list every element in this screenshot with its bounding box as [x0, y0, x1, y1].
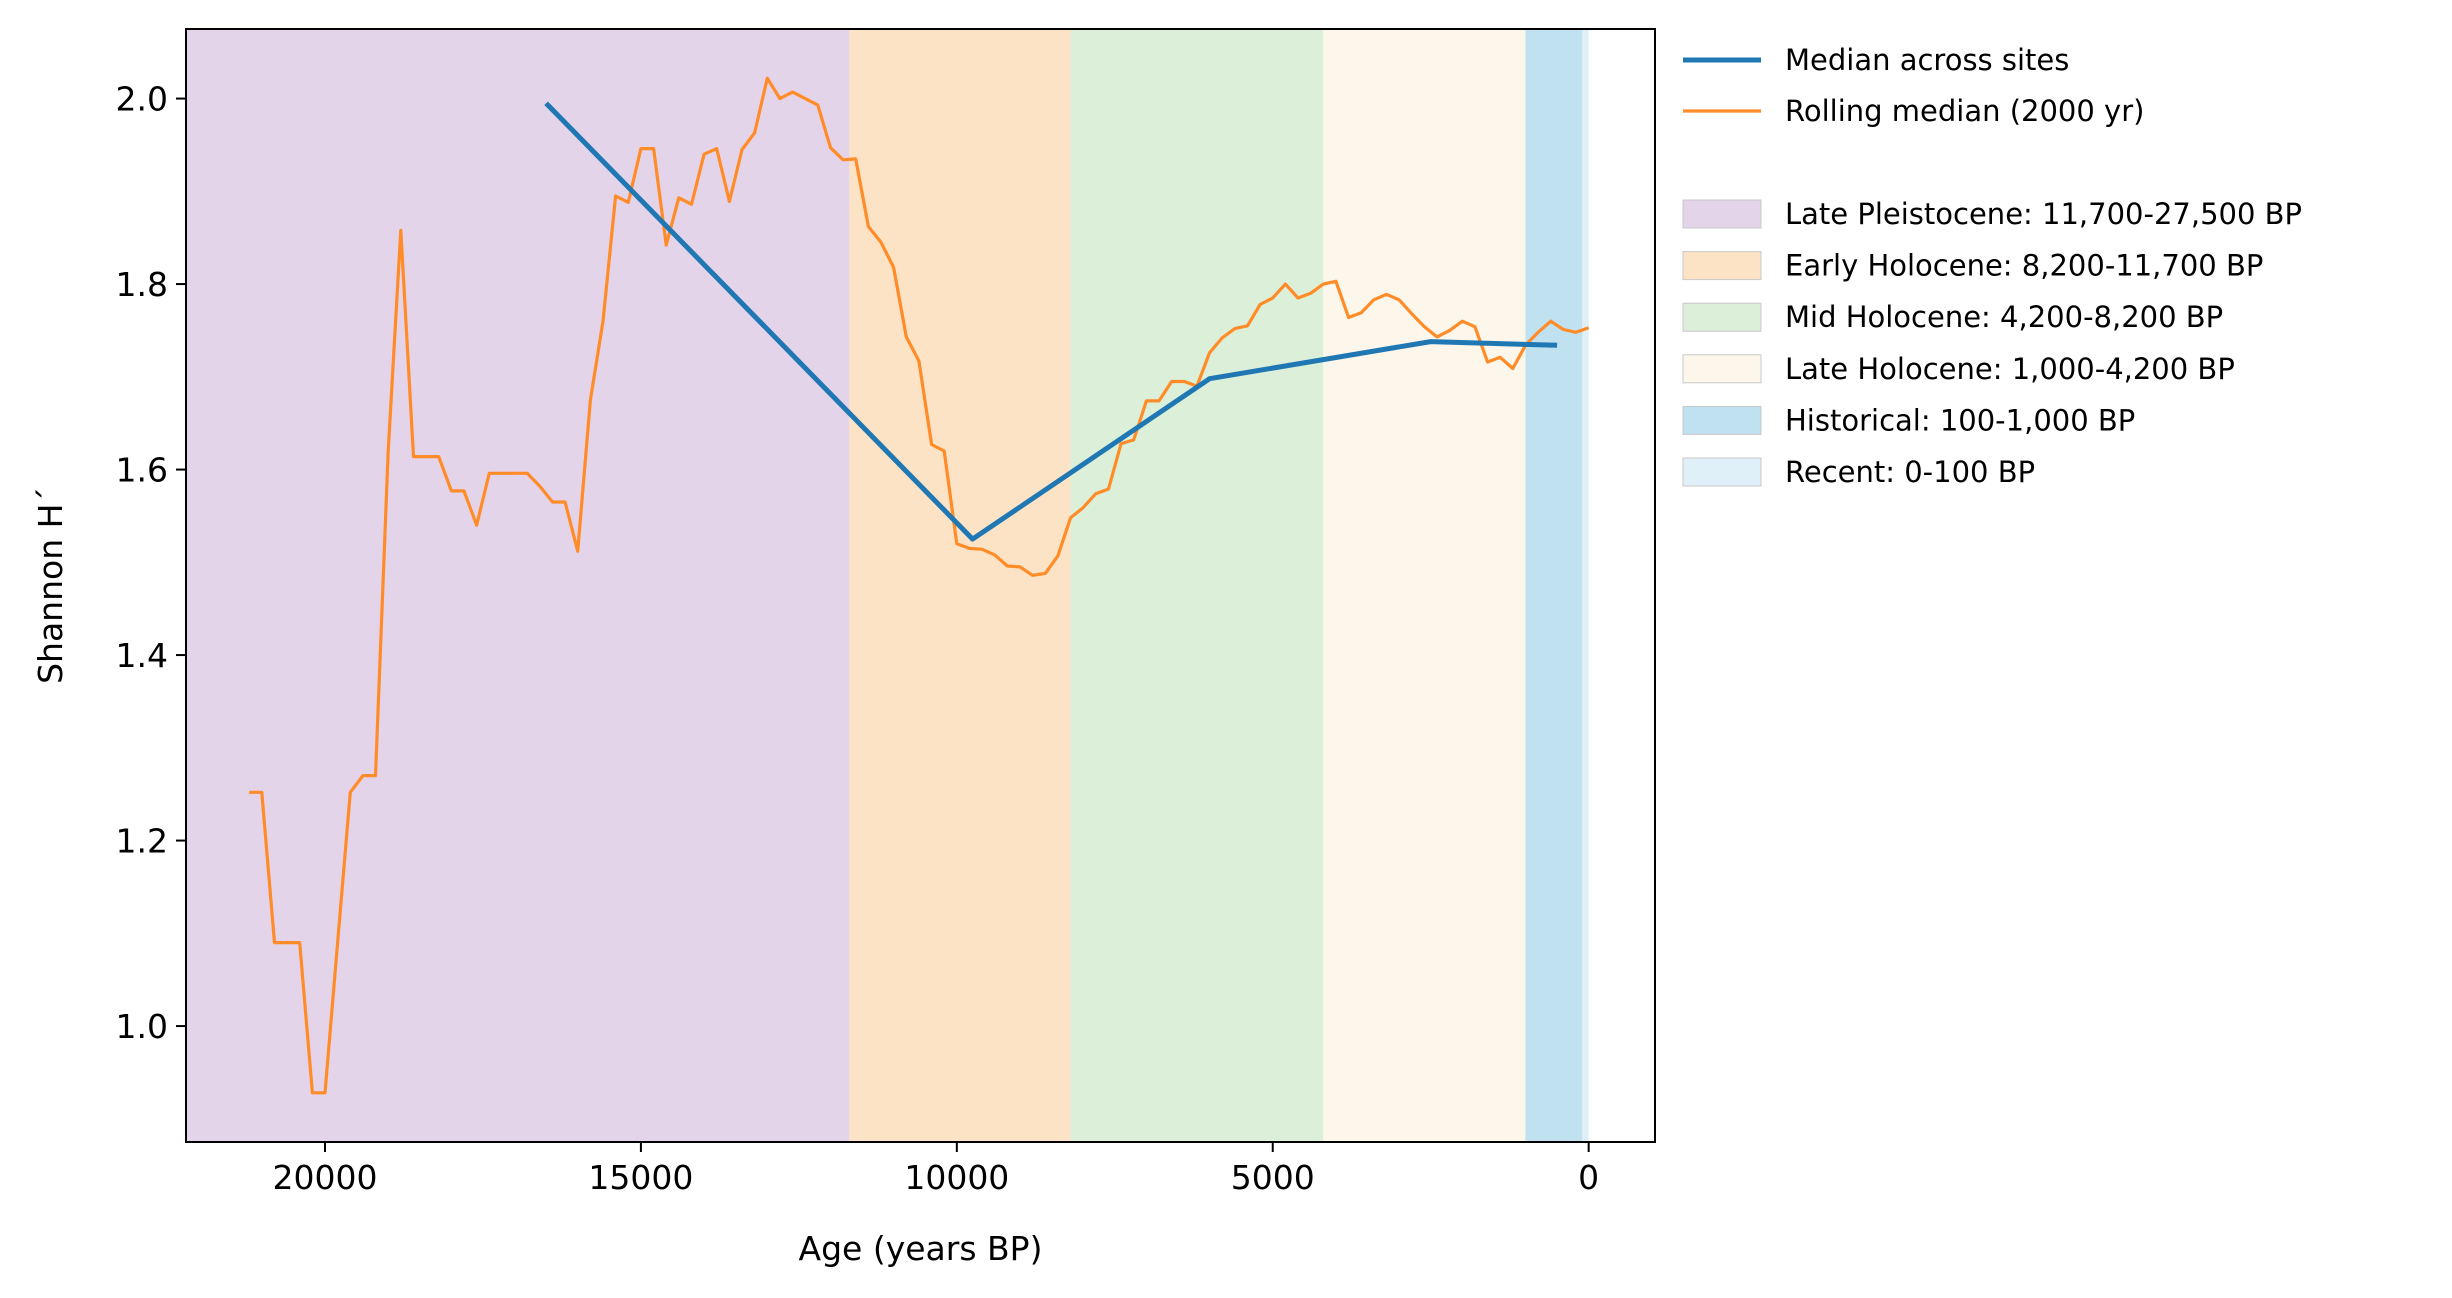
y-tick-label: 1.4 [116, 636, 168, 675]
series-layer [249, 76, 1590, 1095]
plot-frame [185, 28, 1656, 1143]
legend-label-period-4: Historical: 100-1,000 BP [1785, 403, 2135, 437]
legend-swatch-period-1 [1682, 251, 1762, 281]
period-band-4 [1525, 29, 1583, 1142]
series-line-1 [249, 76, 1590, 1095]
legend-label-period-2: Mid Holocene: 4,200-8,200 BP [1785, 300, 2223, 334]
legend: Median across sites Rolling median (2000 … [1682, 43, 2302, 489]
legend-swatch-period-5 [1682, 457, 1762, 487]
y-tick-label: 1.6 [116, 451, 168, 490]
y-axis-label: Shannon H´ [31, 487, 70, 684]
legend-label-period-3: Late Holocene: 1,000-4,200 BP [1785, 352, 2235, 386]
legend-swatch-period-3 [1682, 354, 1762, 384]
x-tick-label: 15000 [588, 1158, 693, 1197]
legend-swatch-period-0 [1682, 199, 1762, 229]
x-tick-label: 5000 [1231, 1158, 1315, 1197]
period-band-3 [1323, 29, 1526, 1142]
legend-label-period-1: Early Holocene: 8,200-11,700 BP [1785, 249, 2263, 283]
legend-label-period-5: Recent: 0-100 BP [1785, 455, 2035, 489]
x-axis: 20000 15000 10000 5000 0 [273, 1142, 1599, 1197]
period-bands [186, 29, 1589, 1142]
y-tick-label: 2.0 [116, 80, 168, 119]
period-band-0 [186, 29, 850, 1142]
period-band-1 [849, 29, 1071, 1142]
x-tick-label: 0 [1578, 1158, 1599, 1197]
legend-swatch-period-4 [1682, 405, 1762, 435]
series-line-0 [544, 101, 1558, 542]
legend-label-period-0: Late Pleistocene: 11,700-27,500 BP [1785, 197, 2302, 231]
x-axis-label: Age (years BP) [799, 1229, 1043, 1268]
y-axis: 1.0 1.2 1.4 1.6 1.8 2.0 [116, 80, 186, 1046]
legend-label-series-1: Rolling median (2000 yr) [1785, 94, 2144, 128]
x-tick-label: 10000 [904, 1158, 1009, 1197]
legend-label-series-0: Median across sites [1785, 43, 2069, 77]
y-tick-label: 1.0 [116, 1007, 168, 1046]
period-band-5 [1582, 29, 1589, 1142]
legend-swatch-period-2 [1682, 302, 1762, 332]
y-tick-label: 1.2 [116, 822, 168, 861]
period-band-2 [1070, 29, 1324, 1142]
y-tick-label: 1.8 [116, 265, 168, 304]
x-tick-label: 20000 [273, 1158, 378, 1197]
